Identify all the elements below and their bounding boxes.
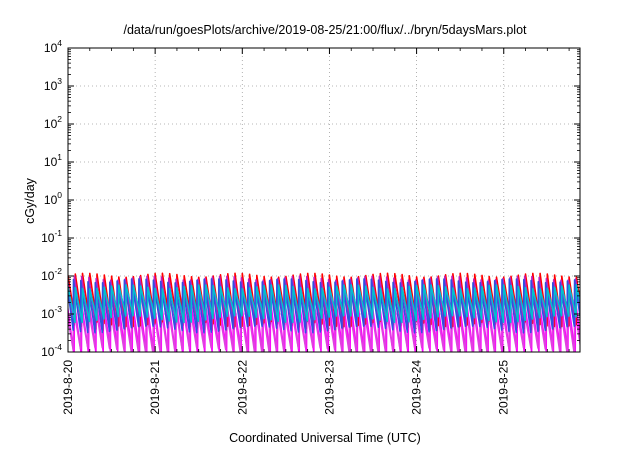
- series-layer: [68, 272, 580, 352]
- x-tick-label: 2019-8-20: [61, 360, 75, 415]
- series-line-2: [68, 278, 580, 334]
- x-tick-label: 2019-8-23: [322, 360, 336, 415]
- chart-title: /data/run/goesPlots/archive/2019-08-25/2…: [123, 23, 527, 37]
- y-axis-label: cGy/day: [23, 177, 37, 224]
- y-tick-label: 100: [44, 190, 62, 207]
- y-tick-label: 102: [44, 114, 62, 131]
- y-tick-label: 10-1: [41, 228, 62, 245]
- x-tick-label: 2019-8-24: [410, 360, 424, 415]
- x-tick-label: 2019-8-22: [235, 360, 249, 415]
- x-tick-label: 2019-8-25: [497, 360, 511, 415]
- x-axis-label: Coordinated Universal Time (UTC): [229, 431, 421, 445]
- y-tick-label: 10-2: [41, 266, 62, 283]
- y-tick-label: 104: [44, 38, 62, 55]
- y-tick-label: 101: [44, 152, 62, 169]
- y-tick-label: 10-4: [41, 342, 62, 359]
- axis-ticks: 10-4 10-3 10-2 10-1 100 101 102 103 104 2019-8-20…: [41, 38, 580, 415]
- y-tick-label: 10-3: [41, 304, 62, 321]
- y-tick-label: 103: [44, 76, 62, 93]
- grid-lines: [68, 48, 580, 352]
- series-line-3: [68, 284, 580, 324]
- x-tick-label: 2019-8-21: [148, 360, 162, 415]
